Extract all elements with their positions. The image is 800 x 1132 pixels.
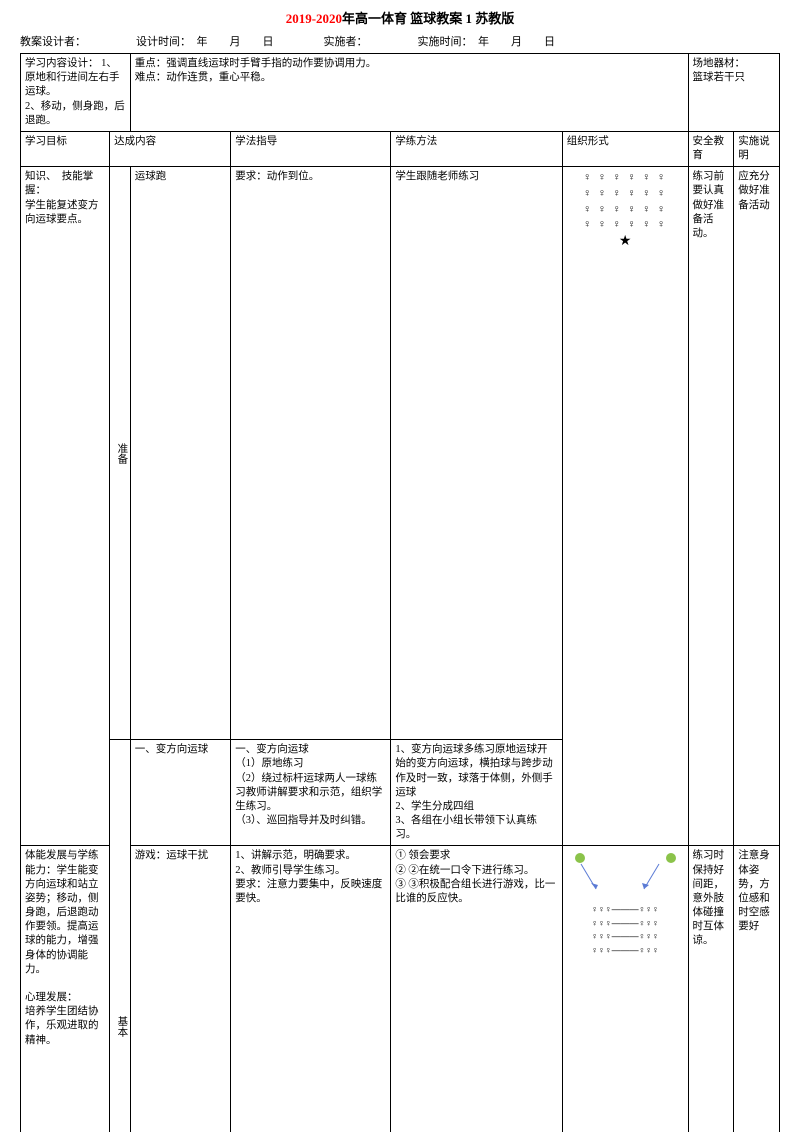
design-label: 学习内容设计： (25, 58, 99, 69)
org1-star: ★ (567, 233, 684, 252)
lesson-table: 学习内容设计： 1、原地和行进间左右手运球。 2、移动，侧身跑，后退跑。 重点：… (20, 53, 780, 1132)
org2-symbols: ♀♀♀———♀♀♀ ♀♀♀———♀♀♀ ♀♀♀———♀♀♀ ♀♀♀———♀♀♀ (567, 903, 684, 957)
date2: 年 月 日 (478, 36, 555, 48)
date1: 年 月 日 (197, 36, 274, 48)
r3-content: 游戏：运球干扰 (130, 846, 231, 1132)
designer-label: 教案设计者： (20, 33, 86, 49)
row-game: 体能发展与学练能力：学生能变方向运球和站立姿势；移动，侧身跑，后退跑动作要领。提… (21, 846, 780, 1132)
dot-diagram (567, 849, 684, 899)
design-time-label: 设计时间： (136, 36, 186, 48)
org1-symbols: ♀ ♀ ♀ ♀ ♀ ♀ ♀ ♀ ♀ ♀ ♀ ♀ ♀ ♀ ♀ ♀ ♀ ♀ ♀ ♀ … (567, 170, 684, 233)
impl-time-label: 实施时间： (418, 36, 468, 48)
h-org: 组织形式 (562, 131, 688, 166)
impl-label: 实施者： (324, 33, 368, 49)
h-objective: 学习目标 (21, 131, 110, 166)
r3-method: 1、讲解示范，明确要求。 2、教师引导学生练习。 要求：注意力要集中，反映速度要… (231, 846, 391, 1132)
row-design: 学习内容设计： 1、原地和行进间左右手运球。 2、移动，侧身跑，后退跑。 重点：… (21, 54, 780, 132)
h-notes: 实施说明 (734, 131, 780, 166)
r1-content: 运球跑 (130, 167, 231, 740)
r1-learn: 学生跟随老师练习 (391, 167, 562, 740)
stage-basic-1: 基本 (110, 740, 131, 1132)
safety-2: 练习时保持好间距，意外肢体碰撞时互体谅。 (688, 846, 734, 1132)
r2-content: 一、变方向运球 (130, 740, 231, 846)
design-cell: 学习内容设计： 1、原地和行进间左右手运球。 2、移动，侧身跑，后退跑。 (21, 54, 131, 132)
equipment-cell: 场地器材： 篮球若干只 (688, 54, 780, 132)
title-year: 2019-2020 (286, 11, 342, 26)
keypoints-cell: 重点：强调直线运球时手臂手指的动作要协调用力。 难点：动作连贯，重心平稳。 (130, 54, 688, 132)
title-rest: 年高一体育 篮球教案 1 苏教版 (342, 11, 514, 26)
h-method: 学法指导 (231, 131, 391, 166)
h-learn: 学练方法 (391, 131, 562, 166)
safety-1: 练习前要认真做好准备活动。 (688, 167, 734, 846)
meta-row: 教案设计者： 设计时间： 年 月 日 实施者： 实施时间： 年 月 日 (20, 33, 780, 49)
org-2: ♀♀♀———♀♀♀ ♀♀♀———♀♀♀ ♀♀♀———♀♀♀ ♀♀♀———♀♀♀ (562, 846, 688, 1132)
r2-learn: 1、变方向运球多练习原地运球开始的变方向运球，横拍球与跨步动作及时一致，球落于体… (391, 740, 562, 846)
notes-1: 应充分做好准备活动 (734, 167, 780, 846)
row-warmup: 知识、 技能掌握： 学生能复述变方向运球要点。 准备 运球跑 要求：动作到位。 … (21, 167, 780, 740)
h-content: 达成内容 (110, 131, 231, 166)
r3-learn: ① 领会要求 ② ②在统一口令下进行练习。 ③ ③积极配合组长进行游戏，比一比谁… (391, 846, 562, 1132)
stage-prep: 准备 (110, 167, 131, 740)
objective-1: 知识、 技能掌握： 学生能复述变方向运球要点。 (21, 167, 110, 846)
arrows-icon (571, 859, 671, 899)
h-safety: 安全教育 (688, 131, 734, 166)
notes-2: 注意身体姿势，方位感和时空感要好 (734, 846, 780, 1132)
org-1: ♀ ♀ ♀ ♀ ♀ ♀ ♀ ♀ ♀ ♀ ♀ ♀ ♀ ♀ ♀ ♀ ♀ ♀ ♀ ♀ … (562, 167, 688, 846)
row-headers: 学习目标 达成内容 学法指导 学练方法 组织形式 安全教育 实施说明 (21, 131, 780, 166)
objective-2: 体能发展与学练能力：学生能变方向运球和站立姿势；移动，侧身跑，后退跑动作要领。提… (21, 846, 110, 1132)
r2-method: 一、变方向运球 （1）原地练习 （2）绕过标杆运球两人一球练习教师讲解要求和示范… (231, 740, 391, 846)
r1-method: 要求：动作到位。 (231, 167, 391, 740)
